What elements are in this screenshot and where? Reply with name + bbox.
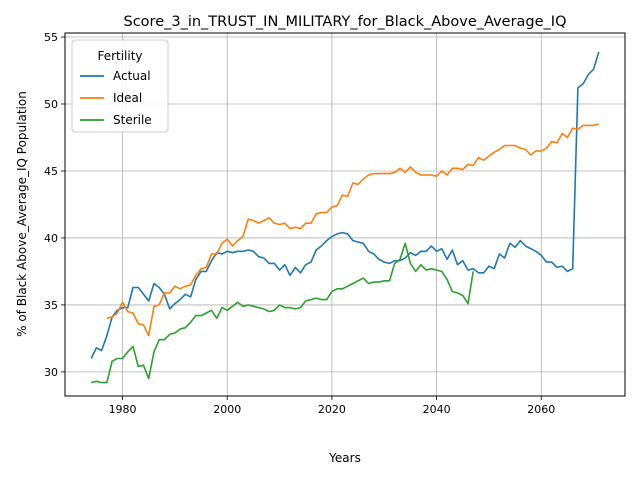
grid-lines xyxy=(65,33,625,396)
x-tick-label: 2040 xyxy=(423,403,451,416)
y-tick-label: 50 xyxy=(44,98,58,111)
y-axis-label: % of Black Above_Average_IQ Population xyxy=(15,91,29,337)
series-line-sterile xyxy=(91,242,474,384)
legend: Fertility Actual Ideal Sterile xyxy=(71,39,169,133)
y-tick-label: 30 xyxy=(44,366,58,379)
y-tick-label: 40 xyxy=(44,232,58,245)
axis-ticks: 1980 2000 2020 2040 2060 30 35 40 45 50 55 xyxy=(44,31,555,416)
legend-title: Fertility xyxy=(97,49,142,63)
series-line-ideal xyxy=(106,123,599,337)
x-tick-label: 1980 xyxy=(109,403,137,416)
legend-label-actual: Actual xyxy=(113,69,151,83)
series-line-actual xyxy=(90,51,600,359)
legend-box xyxy=(71,39,169,133)
y-tick-label: 55 xyxy=(44,31,58,44)
y-tick-label: 45 xyxy=(44,165,58,178)
x-tick-label: 2060 xyxy=(527,403,555,416)
legend-label-sterile: Sterile xyxy=(113,113,152,127)
chart-title: Score_3_in_TRUST_IN_MILITARY_for_Black_A… xyxy=(124,14,567,30)
x-axis-label: Years xyxy=(328,451,361,465)
x-tick-label: 2000 xyxy=(213,403,241,416)
x-tick-label: 2020 xyxy=(318,403,346,416)
series-lines xyxy=(90,51,600,384)
y-tick-label: 35 xyxy=(44,299,58,312)
plot-frame xyxy=(64,32,626,397)
legend-label-ideal: Ideal xyxy=(113,91,142,105)
